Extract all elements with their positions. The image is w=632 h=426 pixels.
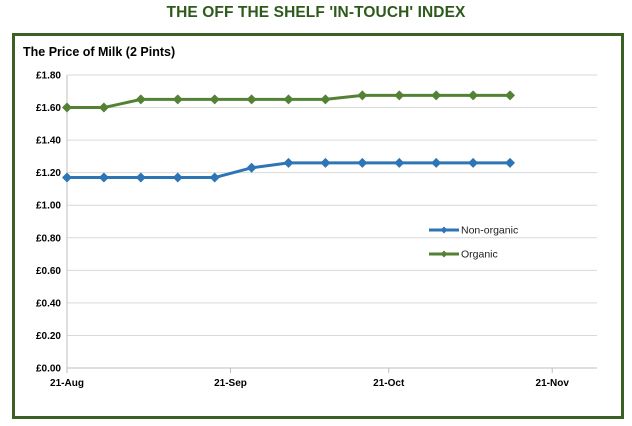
y-tick-label: £1.00 [36, 201, 61, 212]
y-tick-label: £0.00 [36, 364, 61, 375]
legend-marker-non-organic [440, 226, 448, 234]
data-point-non-organic [62, 172, 72, 183]
data-point-organic [98, 102, 109, 113]
y-tick-label: £1.20 [36, 168, 61, 179]
data-point-non-organic [394, 157, 405, 168]
data-point-organic [246, 94, 257, 105]
x-tick-label: 21-Oct [373, 378, 405, 389]
data-point-non-organic [135, 172, 146, 183]
data-point-organic [209, 94, 220, 105]
data-point-organic [172, 94, 183, 105]
grid-lines [67, 74, 597, 336]
legend-marker-organic [440, 250, 448, 258]
x-tick-label: 21-Aug [50, 378, 84, 389]
x-tick-label: 21-Sep [214, 378, 247, 389]
data-point-non-organic [209, 172, 220, 183]
y-tick-label: £0.40 [36, 298, 61, 309]
data-point-organic [135, 94, 146, 105]
y-tick-label: £1.40 [36, 136, 61, 147]
y-tick-label: £1.60 [36, 103, 61, 114]
data-point-organic [320, 94, 331, 105]
data-point-non-organic [505, 157, 516, 168]
data-point-non-organic [283, 157, 294, 168]
y-tick-label: £0.20 [36, 331, 61, 342]
data-point-non-organic [172, 172, 183, 183]
y-tick-label: £1.80 [36, 71, 61, 82]
legend: Non-organic Organic [429, 225, 518, 261]
data-point-non-organic [431, 157, 442, 168]
milk-price-chart: £0.00 £0.20 £0.40 £0.60 £0.80 £1.00 £1.20 £1.40… [23, 45, 597, 389]
data-point-organic [62, 102, 72, 113]
data-point-non-organic [320, 157, 331, 168]
page-title: THE OFF THE SHELF 'IN-TOUCH' INDEX [166, 4, 466, 21]
legend-label-organic: Organic [461, 249, 498, 261]
chart-frame: £0.00 £0.20 £0.40 £0.60 £0.80 £1.00 £1.20 £1.40… [12, 33, 624, 419]
chart-title: The Price of Milk (2 Pints) [23, 45, 175, 59]
legend-label-non-organic: Non-organic [461, 225, 518, 237]
axes: £0.00 £0.20 £0.40 £0.60 £0.80 £1.00 £1.20 £1.40… [36, 71, 597, 389]
data-point-organic [468, 90, 479, 101]
data-point-organic [357, 90, 368, 101]
data-point-non-organic [246, 162, 257, 173]
data-point-organic [505, 90, 516, 101]
data-point-non-organic [468, 157, 479, 168]
series-layer [62, 90, 516, 183]
y-tick-label: £0.80 [36, 233, 61, 244]
data-point-organic [394, 90, 405, 101]
data-point-non-organic [357, 157, 368, 168]
data-point-organic [431, 90, 442, 101]
x-tick-label: 21-Nov [536, 378, 570, 389]
data-point-non-organic [98, 172, 109, 183]
y-tick-label: £0.60 [36, 266, 61, 277]
data-point-organic [283, 94, 294, 105]
